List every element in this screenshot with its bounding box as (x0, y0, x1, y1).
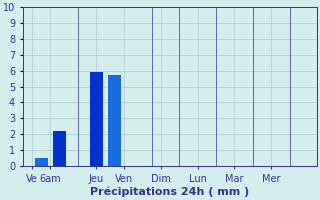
Bar (90, 72, 103, 166)
Bar (53, 131, 66, 166)
X-axis label: Précipitations 24h ( mm ): Précipitations 24h ( mm ) (90, 187, 250, 197)
Bar (108, 75, 121, 166)
Bar (35, 158, 47, 166)
